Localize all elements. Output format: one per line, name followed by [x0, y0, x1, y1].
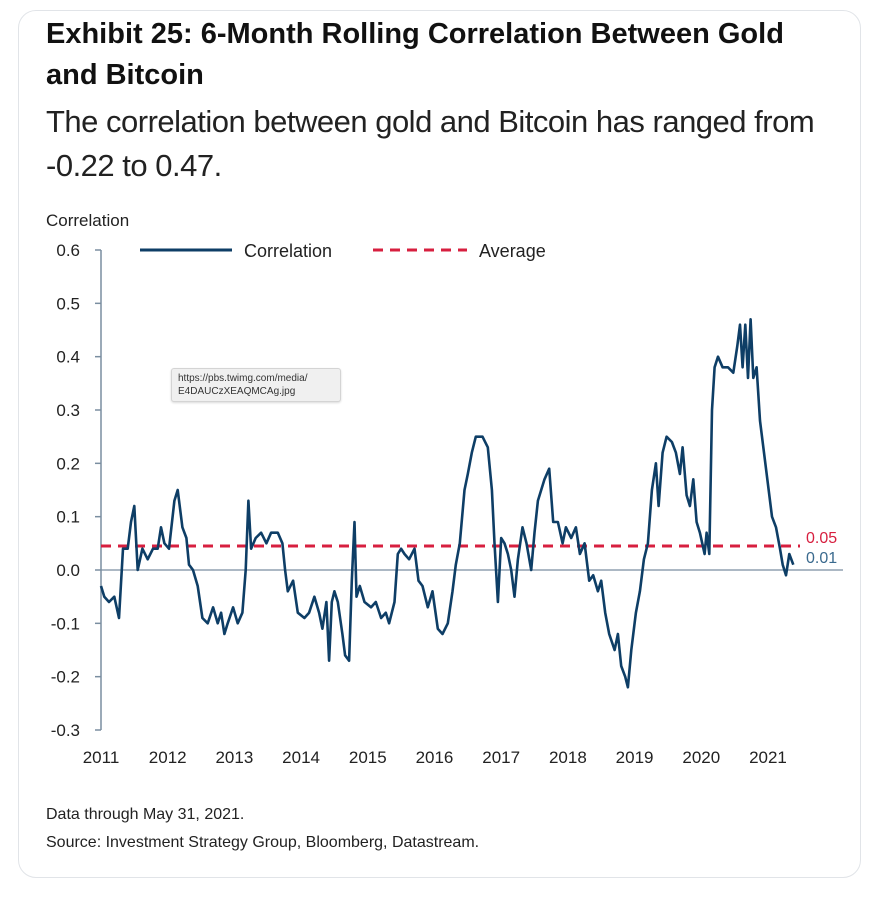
x-tick-label: 2019 — [616, 748, 654, 767]
y-tick-label: -0.2 — [51, 668, 80, 687]
y-tick-label: -0.3 — [51, 721, 80, 740]
y-tick-label: 0.3 — [56, 401, 80, 420]
x-tick-label: 2016 — [416, 748, 454, 767]
y-tick-label: -0.1 — [51, 614, 80, 633]
y-tick-label: 0.4 — [56, 348, 80, 367]
tooltip-url-line1: https://pbs.twimg.com/media/ — [178, 373, 308, 384]
x-tick-label: 2014 — [282, 748, 320, 767]
legend-correlation-label: Correlation — [244, 241, 332, 261]
x-tick-label: 2015 — [349, 748, 387, 767]
source-note: Source: Investment Strategy Group, Bloom… — [46, 834, 480, 851]
y-tick-label: 0.5 — [56, 294, 80, 313]
data-note: Data through May 31, 2021. — [46, 806, 245, 823]
y-axis-title: Correlation — [46, 211, 130, 230]
image-url-tooltip: https://pbs.twimg.com/media/ E4DAUCzXEAQ… — [171, 368, 341, 402]
chart-subtitle: The correlation between gold and Bitcoin… — [46, 104, 815, 183]
legend-average-label: Average — [479, 241, 546, 261]
y-tick-label: 0.2 — [56, 454, 80, 473]
x-tick-label: 2020 — [682, 748, 720, 767]
average-end-label: 0.05 — [806, 530, 837, 547]
x-tick-label: 2017 — [482, 748, 520, 767]
tweet-image-card — [18, 10, 861, 878]
x-tick-label: 2018 — [549, 748, 587, 767]
x-tick-label: 2021 — [749, 748, 787, 767]
tooltip-url-line2: E4DAUCzXEAQMCAg.jpg — [178, 386, 296, 397]
correlation-line — [99, 318, 795, 689]
chart-title: Exhibit 25: 6-Month Rolling Correlation … — [46, 18, 784, 91]
series-layer: 0.05 0.01 — [99, 318, 837, 689]
y-tick-label: 0.6 — [56, 241, 80, 260]
y-tick-label: 0.1 — [56, 508, 80, 527]
correlation-end-label: 0.01 — [806, 550, 837, 567]
x-tick-label: 2013 — [215, 748, 253, 767]
x-tick-label: 2012 — [149, 748, 187, 767]
legend: Correlation Average — [140, 241, 546, 261]
y-tick-label: 0.0 — [56, 561, 80, 580]
x-tick-label: 2011 — [83, 748, 120, 767]
